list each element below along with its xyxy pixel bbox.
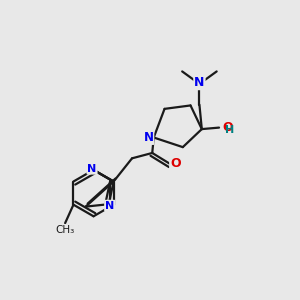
Text: N: N — [194, 76, 205, 89]
Text: N: N — [105, 201, 114, 211]
Text: CH₃: CH₃ — [56, 225, 75, 235]
Text: O: O — [223, 121, 233, 134]
Text: O: O — [170, 157, 181, 170]
Text: N: N — [87, 164, 97, 174]
Text: N: N — [143, 131, 153, 144]
Text: H: H — [225, 125, 235, 135]
